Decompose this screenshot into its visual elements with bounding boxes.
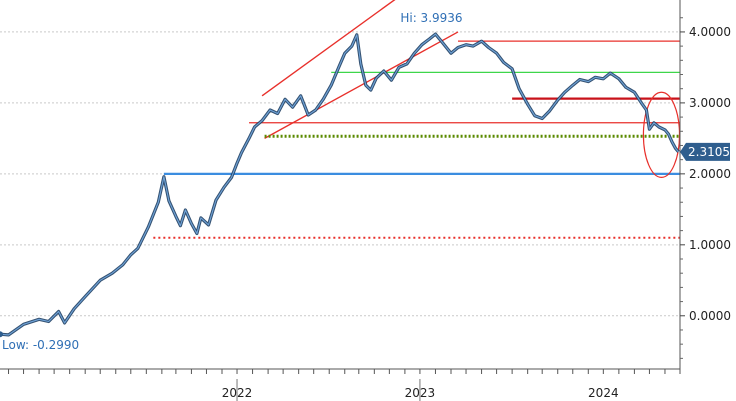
y-tick-label-4: 4.0000 — [689, 25, 731, 39]
series-layer — [0, 32, 680, 338]
series-start-point-0 — [0, 331, 3, 338]
series-line-0 — [0, 33, 679, 336]
high-annotation: Hi: 3.9936 — [400, 11, 462, 25]
y-tick-label-3: 3.0000 — [689, 96, 731, 110]
x-tick-label-0: 2022 — [222, 386, 253, 400]
last-value-tag — [680, 142, 730, 161]
x-tick-label-1: 2023 — [405, 386, 436, 400]
overlay-layer — [153, 0, 680, 239]
low-annotation: Low: -0.2990 — [2, 338, 79, 352]
label-layer: Hi: 3.9936 Low: -0.2990 2.3105 — [2, 11, 730, 352]
y-tick-label-2: 2.0000 — [689, 167, 731, 181]
y-tick-label-1: 1.0000 — [689, 238, 731, 252]
x-tick-label-2: 2024 — [588, 386, 619, 400]
y-tick-label-0: 0.0000 — [689, 309, 731, 323]
last-value-label: 2.3105 — [688, 145, 730, 159]
channel-line-1 — [264, 31, 459, 139]
series-line-shadow-0 — [0, 32, 680, 337]
highlight-ellipse — [642, 91, 680, 178]
channel-line-0 — [261, 0, 396, 97]
